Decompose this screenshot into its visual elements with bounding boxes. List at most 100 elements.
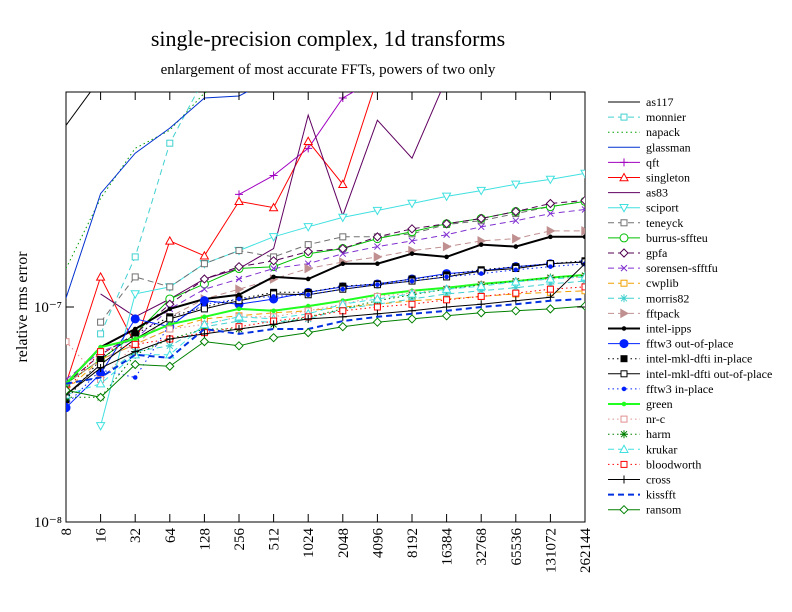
data-point	[510, 180, 521, 190]
data-point	[271, 274, 276, 280]
legend-label: sorensen-sfftfu	[646, 261, 718, 275]
data-point	[303, 327, 313, 338]
data-point	[477, 223, 485, 231]
data-point	[130, 359, 140, 370]
plot-frame	[65, 91, 586, 523]
data-point	[545, 304, 556, 314]
series-line	[100, 200, 585, 323]
data-point	[304, 144, 313, 153]
data-point	[234, 341, 244, 351]
series-line	[66, 290, 585, 391]
x-tick-label: 8	[59, 528, 75, 536]
data-point	[164, 235, 175, 245]
data-point	[132, 326, 138, 332]
legend-marker	[619, 339, 629, 349]
data-point	[235, 247, 243, 255]
data-point	[167, 306, 173, 312]
data-point	[271, 308, 276, 314]
data-point	[372, 206, 383, 216]
data-point	[234, 311, 244, 321]
data-point	[581, 258, 585, 266]
data-point	[338, 243, 348, 254]
legend-marker	[620, 475, 628, 484]
data-point	[269, 320, 278, 329]
data-point	[66, 338, 70, 346]
data-point	[66, 402, 69, 408]
legend-label: gpfa	[646, 246, 668, 260]
x-tick-label: 262144	[578, 528, 594, 574]
data-point	[166, 283, 174, 291]
series-line	[66, 200, 585, 385]
legend-marker	[620, 294, 628, 303]
y-tick-label: 10⁻⁷	[34, 300, 62, 316]
data-point	[372, 317, 383, 327]
data-point	[442, 241, 452, 252]
x-tick-label: 16384	[440, 528, 456, 566]
data-point	[165, 361, 175, 371]
data-point	[165, 341, 174, 350]
series-line	[66, 305, 585, 398]
data-point	[131, 273, 139, 281]
data-point	[548, 234, 553, 240]
y-axis-label: relative rms error	[14, 251, 31, 363]
data-point	[97, 348, 105, 356]
series-line	[100, 92, 442, 318]
legend-label: intel-ipps	[646, 322, 692, 336]
legend-label: burrus-sffteu	[646, 231, 708, 245]
series-line	[66, 209, 585, 380]
data-point	[234, 196, 244, 206]
data-point	[373, 303, 381, 311]
data-point	[409, 251, 415, 256]
x-tick-label: 32	[128, 528, 144, 543]
legend-marker	[620, 219, 628, 227]
legend-label: nr-c	[646, 412, 665, 426]
x-tick-label: 2048	[336, 528, 352, 558]
data-point	[408, 294, 416, 303]
data-point	[303, 223, 314, 232]
legend-marker	[621, 386, 627, 392]
legend-marker	[620, 430, 628, 439]
data-point	[337, 179, 348, 189]
legend-label: singleton	[646, 171, 690, 185]
data-point	[546, 226, 556, 236]
data-point	[130, 290, 141, 299]
data-point	[511, 206, 521, 217]
legend-marker	[620, 460, 628, 468]
data-point	[580, 301, 585, 311]
data-point	[270, 265, 277, 272]
legend-label: glassman	[646, 140, 691, 154]
data-point	[338, 312, 347, 321]
data-point	[441, 284, 452, 293]
data-point	[545, 273, 556, 283]
legend-marker	[621, 326, 627, 331]
data-point	[545, 175, 556, 185]
data-point	[235, 325, 243, 334]
x-tick-label: 131072	[543, 528, 559, 573]
data-point	[199, 319, 210, 329]
data-point	[199, 274, 210, 284]
chart-title: single-precision complex, 1d transforms	[151, 26, 505, 51]
x-tick-label: 65536	[509, 528, 525, 566]
data-point	[512, 233, 521, 244]
data-point	[268, 233, 279, 242]
x-tick-label: 8192	[405, 528, 421, 558]
data-point	[337, 213, 348, 223]
x-tick-label: 4096	[370, 528, 386, 559]
data-point	[547, 210, 554, 217]
data-point	[166, 325, 174, 333]
data-point	[513, 244, 519, 249]
data-point	[545, 198, 556, 209]
data-point	[408, 237, 416, 245]
data-point	[476, 281, 487, 290]
data-point	[441, 192, 452, 202]
data-point	[303, 246, 313, 257]
data-point	[131, 347, 140, 356]
legend-label: fftw3 in-place	[646, 382, 713, 396]
legend-label: intel-mkl-dfti in-place	[646, 352, 752, 366]
data-point	[407, 314, 417, 324]
legend-marker	[620, 113, 628, 121]
x-tick-label: 512	[267, 528, 283, 551]
data-point	[201, 285, 208, 293]
data-point	[510, 276, 521, 286]
data-point	[202, 314, 207, 320]
